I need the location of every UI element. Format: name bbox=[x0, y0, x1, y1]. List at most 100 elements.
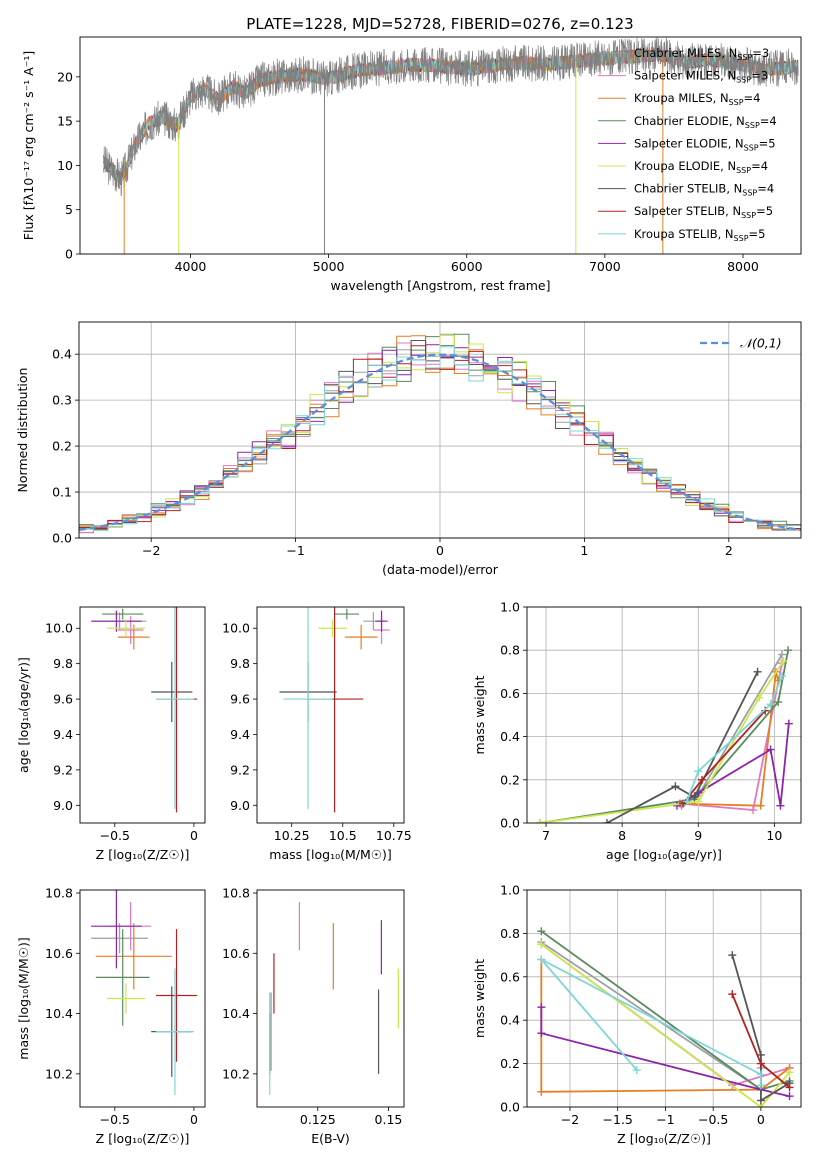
legend-count: =4 bbox=[757, 182, 774, 196]
axes-frame bbox=[526, 606, 802, 824]
x-tick-label: −2 bbox=[142, 543, 160, 558]
x-tick-label: 0 bbox=[757, 1112, 765, 1127]
plot-area bbox=[103, 37, 799, 254]
legend-subscript: SSP bbox=[744, 143, 759, 152]
weight-marker-chabrier-elodie bbox=[784, 646, 793, 655]
x-axis-label: Z [log₁₀(Z/Z☉)] bbox=[96, 1131, 190, 1146]
mass-vs-ebv-panel: 0.125 0.15 10.2 10.4 10.6 10.8 E(B-V) bbox=[222, 886, 405, 1146]
y-tick-label: 9.2 bbox=[230, 762, 250, 777]
y-tick-label: 0.0 bbox=[500, 816, 520, 831]
x-tick-label: 9 bbox=[694, 828, 702, 843]
weight-marker-kroupa-stelib bbox=[756, 1070, 765, 1079]
legend-count: =4 bbox=[760, 114, 777, 128]
y-tick-label: 9.2 bbox=[53, 762, 73, 777]
y-tick-label: 9.8 bbox=[53, 656, 73, 671]
x-axis-label: wavelength [Angstrom, rest frame] bbox=[330, 278, 550, 293]
x-axis-label: mass [log₁₀(M/M☉)] bbox=[269, 847, 391, 862]
legend-subscript: SSP bbox=[745, 121, 760, 130]
weight-marker-chabrier-elodie bbox=[537, 927, 546, 936]
x-axis-label: age [log₁₀(age/yr)] bbox=[606, 847, 722, 862]
y-tick-label: 0.4 bbox=[500, 1013, 520, 1028]
axes-frame bbox=[79, 36, 802, 255]
weight-line-kroupa-elodie bbox=[539, 660, 785, 823]
legend-label-gaussian: 𝒩(0,1) bbox=[740, 336, 782, 351]
weight-marker-kroupa-stelib bbox=[537, 955, 546, 964]
weight-marker-kroupa-stelib bbox=[682, 797, 691, 806]
axes-frame bbox=[526, 889, 802, 1108]
axes-frame bbox=[256, 889, 405, 1108]
weight-marker-salpeter-elodie bbox=[784, 719, 793, 728]
x-tick-label: 8 bbox=[618, 828, 626, 843]
errorbar-salpeter-miles bbox=[117, 615, 144, 645]
legend-label-salpeter-miles: Salpeter MILES, NSSP=3 bbox=[634, 69, 768, 85]
weight-marker-chabrier-elodie bbox=[774, 698, 783, 707]
errorbar-kroupa-stelib bbox=[155, 607, 194, 809]
y-tick-label: 0.8 bbox=[500, 643, 520, 658]
weight-marker-kroupa-stelib bbox=[777, 672, 786, 681]
plot-area bbox=[91, 607, 198, 813]
y-tick-label: 20 bbox=[57, 69, 73, 84]
spectrum-line bbox=[103, 37, 799, 197]
weight-marker-kroupa-stelib bbox=[632, 1066, 641, 1075]
y-tick-label: 0.2 bbox=[52, 439, 72, 454]
axes-frame bbox=[256, 606, 405, 824]
weight-marker-salpeter-elodie bbox=[766, 745, 775, 754]
x-tick-label: 0 bbox=[190, 828, 198, 843]
legend-count: =4 bbox=[744, 91, 761, 105]
x-axis-label: (data-model)/error bbox=[382, 562, 499, 577]
y-tick-label: 0.2 bbox=[500, 772, 520, 787]
legend-subscript: SSP bbox=[742, 189, 757, 198]
legend-subscript: SSP bbox=[736, 76, 751, 85]
x-tick-label: 7000 bbox=[589, 259, 621, 274]
legend-count: =5 bbox=[759, 136, 776, 150]
axes-frame bbox=[78, 321, 802, 539]
weight-marker-kroupa-elodie bbox=[785, 1068, 794, 1077]
y-axis-label: Normed distribution bbox=[15, 368, 30, 493]
x-tick-label: 0 bbox=[190, 1112, 198, 1127]
weight-marker-chabrier-miles bbox=[777, 650, 786, 659]
weight-marker-chabrier-stelib bbox=[753, 667, 762, 676]
y-tick-label: 0.8 bbox=[500, 926, 520, 941]
mass-vs-metallicity-panel: −0.5 0 10.2 10.4 10.6 10.8 Z [log₁₀(Z/Z☉)] mass… bbox=[16, 886, 206, 1146]
x-tick-label: −0.5 bbox=[100, 828, 130, 843]
y-axis-label: Flux [fλ10⁻¹⁷ erg cm⁻² s⁻¹ A⁻¹] bbox=[21, 51, 36, 240]
legend-label-chabrier-miles: Chabrier MILES, NSSP=3 bbox=[634, 46, 769, 62]
legend-count: =3 bbox=[751, 69, 768, 83]
plot-area bbox=[535, 646, 793, 823]
errorbar-kroupa-elodie bbox=[106, 619, 145, 638]
y-tick-label: 10.0 bbox=[222, 621, 250, 636]
y-tick-label: 10.2 bbox=[45, 1066, 73, 1081]
legend-subscript: SSP bbox=[729, 98, 744, 107]
x-tick-label: −1.5 bbox=[603, 1112, 633, 1127]
errorbar-salpeter-elodie bbox=[91, 890, 142, 969]
legend-label-kroupa-elodie: Kroupa ELODIE, NSSP=4 bbox=[634, 159, 768, 175]
x-tick-label: −2 bbox=[561, 1112, 579, 1127]
y-tick-label: 0.1 bbox=[52, 485, 72, 500]
mass-weight-vs-age-panel: 7 8 9 10 0.0 0.2 0.4 0.6 0.8 1.0 age [log₁₀(age/yr… bbox=[472, 600, 802, 862]
weight-line-kroupa-stelib bbox=[685, 675, 783, 802]
weight-marker-chabrier-stelib bbox=[671, 782, 680, 791]
legend-label-chabrier-stelib: Chabrier STELIB, NSSP=4 bbox=[634, 182, 774, 198]
residuals-panel: −2 −1 0 1 2 0.0 0.1 0.2 0.3 0.4 (data-model)/error… bbox=[15, 321, 802, 577]
errorbar-kroupa-miles bbox=[344, 624, 378, 650]
legend-count: =5 bbox=[756, 204, 773, 218]
weight-marker-chabrier-stelib bbox=[602, 819, 611, 823]
x-tick-label: 0.15 bbox=[375, 1112, 403, 1127]
y-tick-label: 0.0 bbox=[52, 531, 72, 546]
weight-line-chabrier-miles bbox=[540, 941, 762, 1092]
weight-marker-salpeter-stelib bbox=[785, 1083, 794, 1092]
weight-marker-kroupa-miles bbox=[756, 801, 765, 810]
x-tick-label: −0.5 bbox=[100, 1112, 130, 1127]
legend-label-chabrier-elodie: Chabrier ELODIE, NSSP=4 bbox=[634, 114, 777, 130]
x-tick-label: 10.75 bbox=[376, 828, 412, 843]
weight-line-kroupa-miles bbox=[679, 671, 780, 807]
x-tick-label: −1 bbox=[656, 1112, 674, 1127]
weight-marker-salpeter-miles bbox=[749, 806, 758, 815]
y-tick-label: 0.0 bbox=[500, 1100, 520, 1115]
weight-marker-kroupa-elodie bbox=[535, 819, 544, 823]
y-tick-label: 10.8 bbox=[45, 886, 73, 901]
weight-marker-kroupa-miles bbox=[537, 1087, 546, 1096]
age-vs-mass-panel: 10.25 10.5 10.75 9.0 9.2 9.4 9.6 9.8 10.0 mass [l… bbox=[222, 606, 412, 862]
plot-area bbox=[91, 890, 198, 1095]
x-tick-label: 2 bbox=[725, 543, 733, 558]
